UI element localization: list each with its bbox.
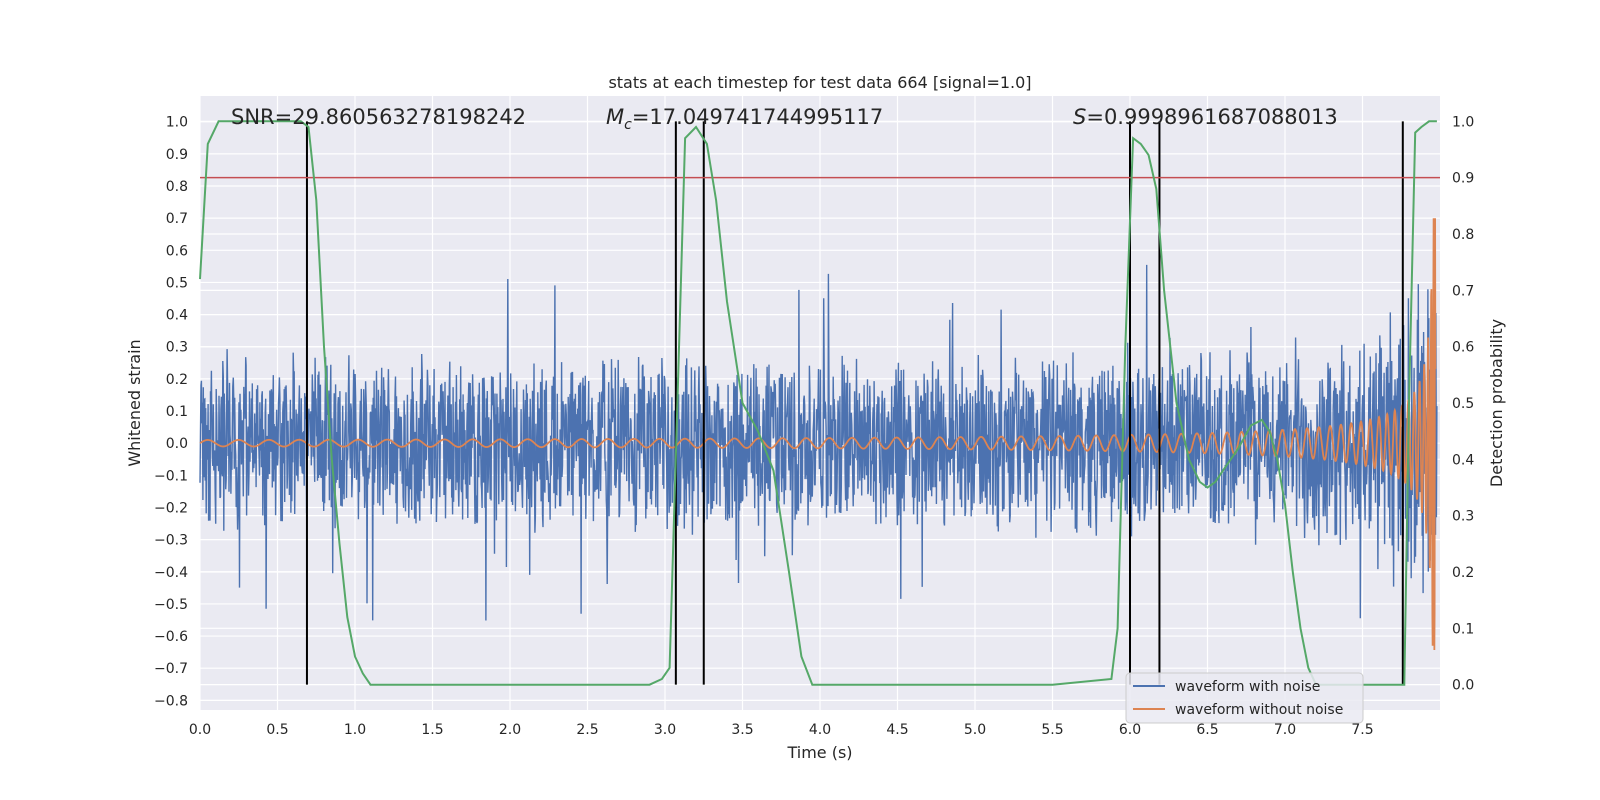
y2-tick-label: 0.9 <box>1452 171 1474 187</box>
y-tick-label: 0.8 <box>166 179 188 195</box>
y2-tick-label: 0.2 <box>1452 565 1474 581</box>
x-tick-label: 2.0 <box>499 722 521 738</box>
noise-line <box>199 264 1438 621</box>
chirp-mass-annotation: Mc=17.049741744995117 <box>606 105 883 133</box>
s-annotation: S=0.9998961687088013 <box>1073 105 1338 129</box>
y-tick-label: −0.6 <box>154 629 188 645</box>
x-tick-label: 0.0 <box>189 722 211 738</box>
y2-tick-label: 0.1 <box>1452 621 1474 637</box>
grid <box>199 96 1440 710</box>
y-axis-label: Whitened strain <box>125 339 144 466</box>
x-tick-label: 5.5 <box>1041 722 1063 738</box>
chirp-mass-symbol: M <box>606 105 624 129</box>
y-tick-label: −0.7 <box>154 661 188 677</box>
legend: waveform with noise waveform without noi… <box>1125 672 1364 724</box>
y2-tick-label: 0.3 <box>1452 509 1474 525</box>
x-axis: 0.0 0.5 1.0 1.5 2.0 2.5 3.0 3.5 4.0 4.5 5.0 5.5 6.0 6… <box>189 722 1374 738</box>
s-symbol: S <box>1073 105 1086 129</box>
x-tick-label: 6.5 <box>1196 722 1218 738</box>
y-tick-label: 0.9 <box>166 147 188 163</box>
x-tick-label: 5.0 <box>964 722 986 738</box>
y2-tick-label: 1.0 <box>1452 114 1474 130</box>
y-tick-label: 0.7 <box>166 211 188 227</box>
y-axis-left: 1.0 0.9 0.8 0.7 0.6 0.5 0.4 0.3 0.2 0.1 0.0 −0.1 −0.… <box>154 115 188 710</box>
x-tick-label: 3.0 <box>654 722 676 738</box>
x-tick-label: 0.5 <box>266 722 288 738</box>
y-tick-label: −0.8 <box>154 693 188 709</box>
legend-entry-clean: waveform without noise <box>1175 702 1343 718</box>
chirp-mass-subscript: c <box>624 117 632 133</box>
y2-tick-label: 0.5 <box>1452 396 1474 412</box>
x-tick-label: 1.0 <box>344 722 366 738</box>
legend-box <box>1125 672 1364 724</box>
y-tick-label: 0.4 <box>166 308 188 324</box>
waveform-with-noise-series <box>199 264 1438 621</box>
x-tick-label: 3.5 <box>731 722 753 738</box>
y2-tick-label: 0.8 <box>1452 227 1474 243</box>
s-value: =0.9998961687088013 <box>1086 105 1337 129</box>
y2-tick-label: 0.0 <box>1452 678 1474 694</box>
y-tick-label: 0.0 <box>166 436 188 452</box>
x-tick-label: 2.5 <box>576 722 598 738</box>
y-tick-label: −0.3 <box>154 533 188 549</box>
detection-probability-series <box>199 120 1437 686</box>
y2-axis-label: Detection probability <box>1487 319 1506 487</box>
y2-tick-label: 0.4 <box>1452 452 1474 468</box>
y-tick-label: 0.5 <box>166 275 188 291</box>
x-tick-label: 7.5 <box>1351 722 1373 738</box>
x-tick-label: 4.5 <box>886 722 908 738</box>
y-tick-label: 0.3 <box>166 340 188 356</box>
y2-tick-label: 0.6 <box>1452 340 1474 356</box>
y-tick-label: −0.1 <box>154 468 188 484</box>
y-tick-label: −0.4 <box>154 565 188 581</box>
clean-chirp-line <box>199 218 1437 650</box>
x-tick-label: 6.0 <box>1119 722 1141 738</box>
chart-title: stats at each timestep for test data 664… <box>608 73 1031 92</box>
chirp-mass-value: =17.049741744995117 <box>632 105 883 129</box>
y-tick-label: 1.0 <box>166 115 188 131</box>
x-tick-label: 1.5 <box>421 722 443 738</box>
x-tick-label: 7.0 <box>1274 722 1296 738</box>
detection-markers <box>305 121 1404 685</box>
snr-annotation: SNR=29.860563278198242 <box>231 105 526 129</box>
y-tick-label: 0.2 <box>166 372 188 388</box>
x-tick-label: 4.0 <box>809 722 831 738</box>
y-tick-label: 0.1 <box>166 404 188 420</box>
waveform-without-noise-series <box>199 218 1437 650</box>
y-tick-label: 0.6 <box>166 243 188 259</box>
y-tick-label: −0.2 <box>154 500 188 516</box>
y2-tick-label: 0.7 <box>1452 283 1474 299</box>
y-axis-right: 1.0 0.9 0.8 0.7 0.6 0.5 0.4 0.3 0.2 0.1 0.0 <box>1452 114 1474 693</box>
y-tick-label: −0.5 <box>154 597 188 613</box>
x-axis-label: Time (s) <box>786 743 852 762</box>
probability-line <box>199 120 1437 686</box>
legend-entry-noise: waveform with noise <box>1175 679 1320 695</box>
